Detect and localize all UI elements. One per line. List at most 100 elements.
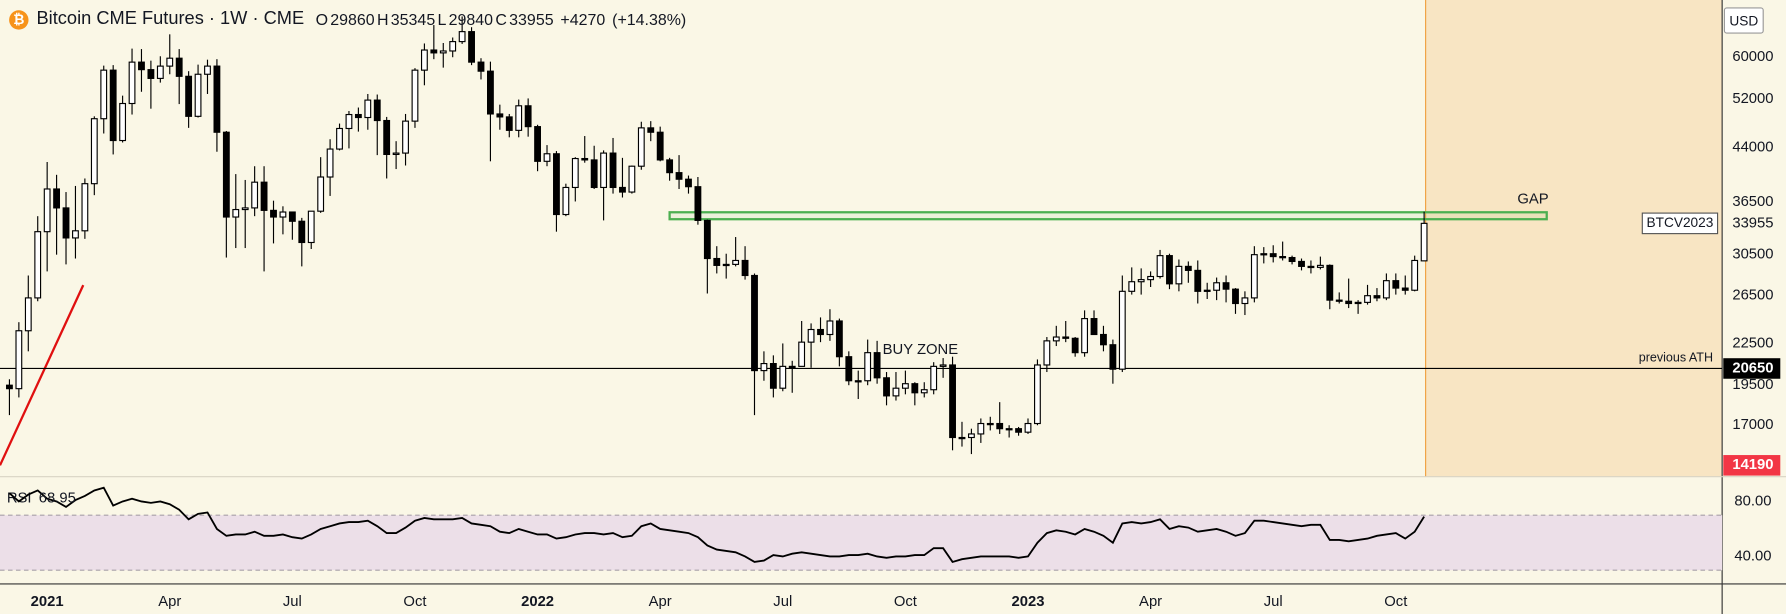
- candle-body: [1166, 255, 1173, 285]
- rsi-band: [0, 515, 1723, 571]
- candle-body: [1005, 428, 1013, 431]
- candle-body: [138, 61, 145, 71]
- marker-tag: [1723, 455, 1781, 476]
- candle-body: [1128, 281, 1136, 292]
- candle-body: [817, 328, 824, 336]
- candle-body: [901, 383, 909, 389]
- candle-body: [835, 320, 843, 358]
- candle-body: [883, 377, 890, 397]
- candle-body: [373, 99, 381, 122]
- x-tick-label: Oct: [894, 594, 917, 610]
- candle-body: [364, 99, 372, 119]
- y-tick-label: 22500: [1732, 335, 1773, 351]
- candle-body: [1015, 428, 1022, 433]
- candle-body: [1034, 364, 1041, 425]
- candle-body: [81, 183, 89, 232]
- candle-body: [288, 211, 296, 222]
- candle-body: [1081, 318, 1089, 354]
- candle-body: [420, 49, 428, 71]
- candle-body: [1222, 282, 1230, 290]
- rsi-label: RSI: [7, 490, 32, 506]
- x-tick-label: Apr: [649, 594, 672, 610]
- candle-body: [317, 176, 325, 212]
- candle-body: [553, 153, 560, 216]
- candle-body: [562, 186, 570, 216]
- candle-body: [637, 127, 645, 167]
- candle-body: [222, 131, 230, 218]
- price-line-label: previous ATH: [1639, 351, 1713, 365]
- candle-body: [1184, 265, 1192, 271]
- candle-body: [1118, 290, 1126, 370]
- candle-body: [628, 165, 636, 193]
- currency-box: [1723, 7, 1764, 34]
- candle-body: [666, 159, 674, 174]
- candle-body: [345, 113, 353, 130]
- candle-body: [986, 422, 994, 426]
- candle-body: [1156, 255, 1164, 278]
- candle-body: [1316, 264, 1324, 268]
- candle-body: [1232, 288, 1239, 305]
- candle-body: [864, 352, 872, 382]
- candle-body: [732, 259, 740, 265]
- ohlc-letter: C: [495, 10, 507, 29]
- symbol-icon: ₿: [9, 9, 29, 30]
- candle-body: [1420, 222, 1428, 262]
- candle-body: [1109, 344, 1117, 370]
- candle-body: [647, 127, 655, 133]
- candle-body: [741, 259, 749, 277]
- candle-body: [1354, 301, 1362, 305]
- candle-body: [1260, 253, 1268, 256]
- candle-body: [619, 186, 626, 193]
- candle-body: [713, 257, 721, 266]
- candle-body: [920, 389, 928, 394]
- candle-body: [185, 75, 193, 117]
- rsi-line: [8, 486, 1425, 564]
- candle-body: [1175, 265, 1183, 285]
- series-name-box: [1641, 212, 1719, 235]
- ohlc-value: 33955: [509, 10, 554, 29]
- candle-body: [930, 365, 938, 391]
- candle-body: [854, 380, 862, 383]
- candle-body: [477, 61, 485, 72]
- candle-body: [534, 126, 542, 162]
- candle-body: [505, 116, 513, 131]
- candle-body: [939, 364, 947, 367]
- candle-body: [6, 384, 13, 390]
- candle-body: [1307, 265, 1315, 269]
- candle-body: [1062, 336, 1070, 339]
- candle-body: [1298, 260, 1305, 267]
- y-tick-label: 44000: [1732, 140, 1773, 156]
- candle-body: [675, 172, 683, 180]
- candle-body: [1382, 280, 1390, 299]
- candle-body: [543, 153, 551, 162]
- change-percent: (+14.38%): [612, 10, 687, 29]
- candle-body: [175, 57, 183, 77]
- candle-body: [241, 207, 249, 211]
- candle-body: [1279, 256, 1287, 259]
- candle-body: [383, 119, 391, 156]
- candle-body: [24, 297, 32, 332]
- candle-body: [260, 181, 268, 211]
- candle-body: [1071, 337, 1079, 354]
- candle-body: [251, 181, 259, 209]
- candle-body: [119, 102, 127, 142]
- legend-header: ₿ Bitcoin CME Futures · 1W · CME O 29860 …: [9, 9, 686, 30]
- candle-body: [1250, 254, 1258, 299]
- candle-body: [156, 65, 164, 79]
- candle-body: [524, 105, 532, 128]
- candle-body: [722, 263, 730, 267]
- candle-body: [581, 157, 589, 161]
- ohlc-value: 29840: [448, 10, 494, 29]
- future-zone: [1425, 0, 1723, 477]
- candle-body: [468, 31, 475, 63]
- candle-body: [949, 364, 956, 439]
- candle-body: [1411, 259, 1419, 291]
- rsi-tick-label: 80.00: [1734, 493, 1771, 509]
- x-tick-label: Apr: [158, 594, 181, 610]
- candle-body: [402, 120, 409, 154]
- candle-body: [958, 436, 966, 440]
- candle-body: [873, 352, 881, 379]
